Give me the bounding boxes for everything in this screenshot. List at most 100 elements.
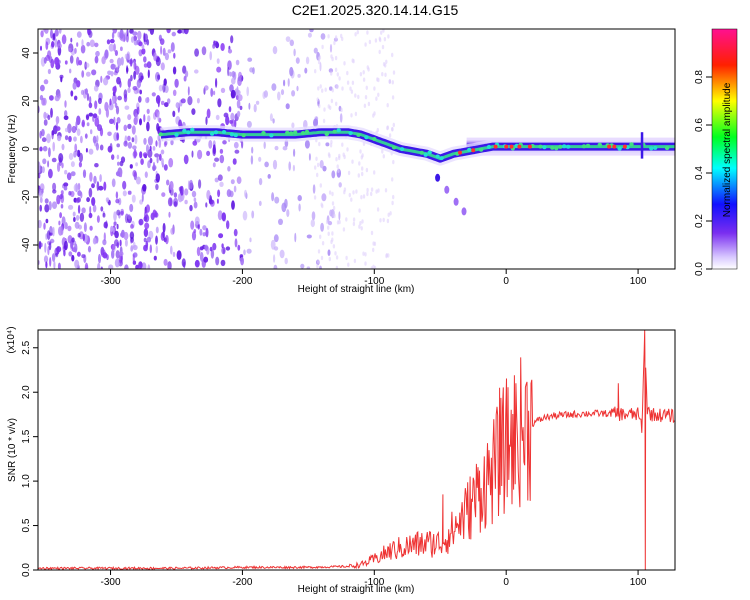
- scatter-point: [373, 241, 377, 246]
- ridge-blob: [653, 145, 658, 150]
- scatter-point: [331, 170, 336, 179]
- scatter-point: [220, 87, 226, 93]
- scatter-point: [108, 264, 114, 269]
- scatter-point: [135, 162, 139, 167]
- scatter-point: [127, 135, 131, 141]
- scatter-point: [386, 218, 390, 224]
- scatter-point: [194, 69, 199, 74]
- scatter-point: [133, 148, 137, 159]
- scatter-point: [146, 121, 150, 132]
- scatter-point: [282, 146, 288, 151]
- scatter-point: [389, 211, 392, 216]
- scatter-point: [298, 203, 301, 212]
- scatter-point: [56, 246, 60, 255]
- scatter-point: [141, 262, 147, 269]
- scatter-point: [76, 42, 79, 47]
- scatter-point: [225, 246, 231, 251]
- scatter-point: [317, 259, 320, 264]
- scatter-point: [231, 200, 235, 210]
- ridge-blob: [186, 130, 191, 135]
- scatter-point: [228, 71, 233, 77]
- scatter-point: [217, 174, 223, 181]
- scatter-point: [68, 48, 72, 52]
- scatter-point: [77, 251, 81, 257]
- scatter-point: [272, 46, 278, 55]
- scatter-point: [109, 38, 115, 44]
- scatter-point: [352, 217, 356, 222]
- scatter-point: [373, 170, 376, 175]
- scatter-point: [117, 95, 122, 101]
- scatter-point: [145, 97, 150, 104]
- scatter-point: [308, 153, 311, 161]
- scatter-point: [163, 141, 167, 148]
- scatter-point: [143, 56, 147, 63]
- scatter-point: [229, 190, 234, 198]
- ridge-blob: [550, 145, 555, 150]
- ridge-blob: [664, 146, 670, 151]
- ridge-blob: [597, 142, 602, 147]
- scatter-point: [163, 164, 168, 171]
- ridge-blob: [566, 144, 571, 149]
- scatter-point: [310, 219, 315, 228]
- scatter-point: [343, 187, 347, 192]
- scatter-point: [227, 66, 230, 77]
- scatter-point: [343, 154, 346, 160]
- scatter-point: [164, 102, 169, 108]
- scatter-point: [170, 139, 174, 146]
- scatter-point: [246, 248, 252, 254]
- scatter-point: [120, 208, 124, 215]
- scatter-point: [236, 176, 242, 184]
- scatter-point: [391, 177, 394, 182]
- scatter-point: [58, 220, 61, 226]
- scatter-point: [374, 38, 378, 43]
- colorbar-gradient: [711, 28, 738, 270]
- scatter-point: [136, 106, 140, 115]
- scatter-point: [317, 249, 321, 254]
- scatter-point: [243, 249, 246, 256]
- scatter-point: [92, 204, 97, 213]
- scatter-point: [77, 232, 81, 238]
- scatter-point: [354, 111, 358, 117]
- scatter-point: [85, 71, 91, 77]
- scatter-point: [124, 239, 128, 247]
- scatter-point: [306, 266, 311, 269]
- scatter-point: [53, 260, 56, 269]
- scatter-point: [180, 98, 186, 104]
- scatter-point: [203, 256, 209, 263]
- scatter-point: [333, 213, 336, 219]
- scatter-point: [328, 190, 332, 195]
- scatter-point: [331, 191, 334, 197]
- scatter-point: [110, 63, 116, 70]
- scatter-point: [316, 97, 319, 102]
- scatter-point: [325, 219, 329, 225]
- x-tick-label: -100: [364, 276, 384, 287]
- scatter-point: [86, 197, 90, 203]
- scatter-point: [74, 243, 78, 253]
- scatter-point: [44, 198, 49, 204]
- scatter-point: [204, 244, 209, 250]
- scatter-point: [135, 176, 141, 185]
- scatter-point: [204, 85, 209, 91]
- scatter-point: [160, 45, 163, 55]
- scatter-point: [163, 78, 167, 86]
- scatter-point: [296, 85, 299, 92]
- scatter-point: [336, 84, 339, 90]
- spectrogram-x-label: Height of straight line (km): [298, 284, 415, 295]
- scatter-point: [139, 118, 142, 126]
- scatter-point: [176, 250, 182, 260]
- x-tick-label: 0: [503, 276, 509, 287]
- scatter-point: [167, 49, 172, 54]
- scatter-point: [217, 189, 221, 198]
- scatter-point: [155, 183, 159, 191]
- ridge-blob: [241, 133, 246, 138]
- scatter-point: [219, 148, 224, 154]
- scatter-point: [206, 108, 211, 119]
- scatter-point: [216, 198, 219, 204]
- ridge-blob: [554, 146, 559, 151]
- scatter-point: [322, 165, 327, 172]
- ridge-blob: [419, 150, 424, 155]
- scatter-point: [88, 212, 93, 219]
- scatter-point: [85, 114, 90, 121]
- scatter-point: [116, 242, 120, 248]
- scatter-point: [68, 135, 72, 143]
